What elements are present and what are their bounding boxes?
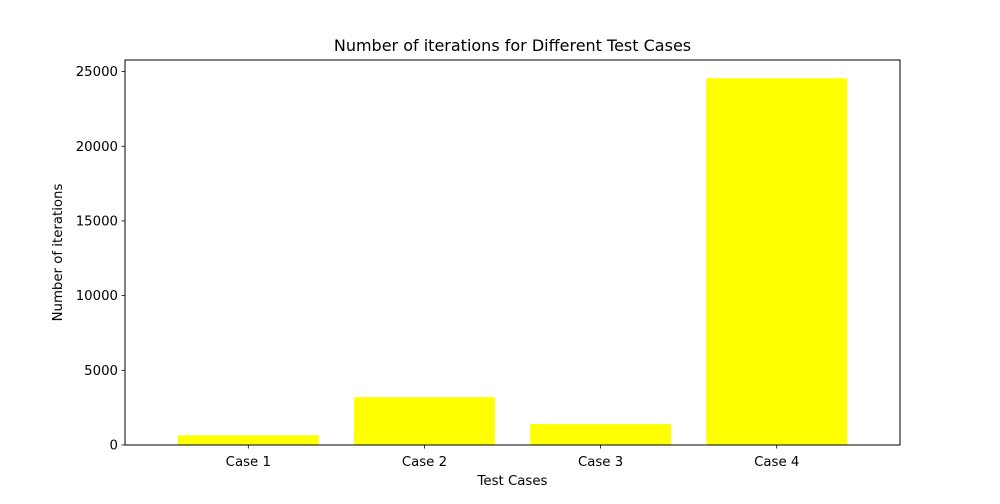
chart-title: Number of iterations for Different Test … (334, 36, 691, 55)
plot-frame (124, 59, 901, 446)
bar-case-1 (177, 435, 319, 445)
x-tick-label: Case 1 (226, 455, 271, 470)
bars-layer (177, 78, 848, 446)
bar-case-4 (706, 78, 848, 446)
x-tick-label: Case 2 (402, 455, 447, 470)
y-tick-label: 25000 (76, 65, 118, 80)
x-axis: Case 1 Case 2 Case 3 Case 4 (226, 445, 799, 470)
y-tick-label: 20000 (76, 140, 118, 155)
y-axis: 0 5000 10000 15000 20000 25000 (76, 65, 125, 454)
y-tick-label: 10000 (76, 289, 118, 304)
y-tick-label: 0 (110, 439, 118, 454)
bar-case-3 (530, 424, 672, 445)
x-tick-label: Case 3 (578, 455, 623, 470)
y-tick-label: 15000 (76, 214, 118, 229)
x-axis-label: Test Cases (477, 474, 548, 489)
y-tick-label: 5000 (84, 364, 118, 379)
x-tick-label: Case 4 (754, 455, 799, 470)
y-axis-label: Number of iterations (51, 184, 66, 322)
bar-case-2 (353, 397, 495, 445)
